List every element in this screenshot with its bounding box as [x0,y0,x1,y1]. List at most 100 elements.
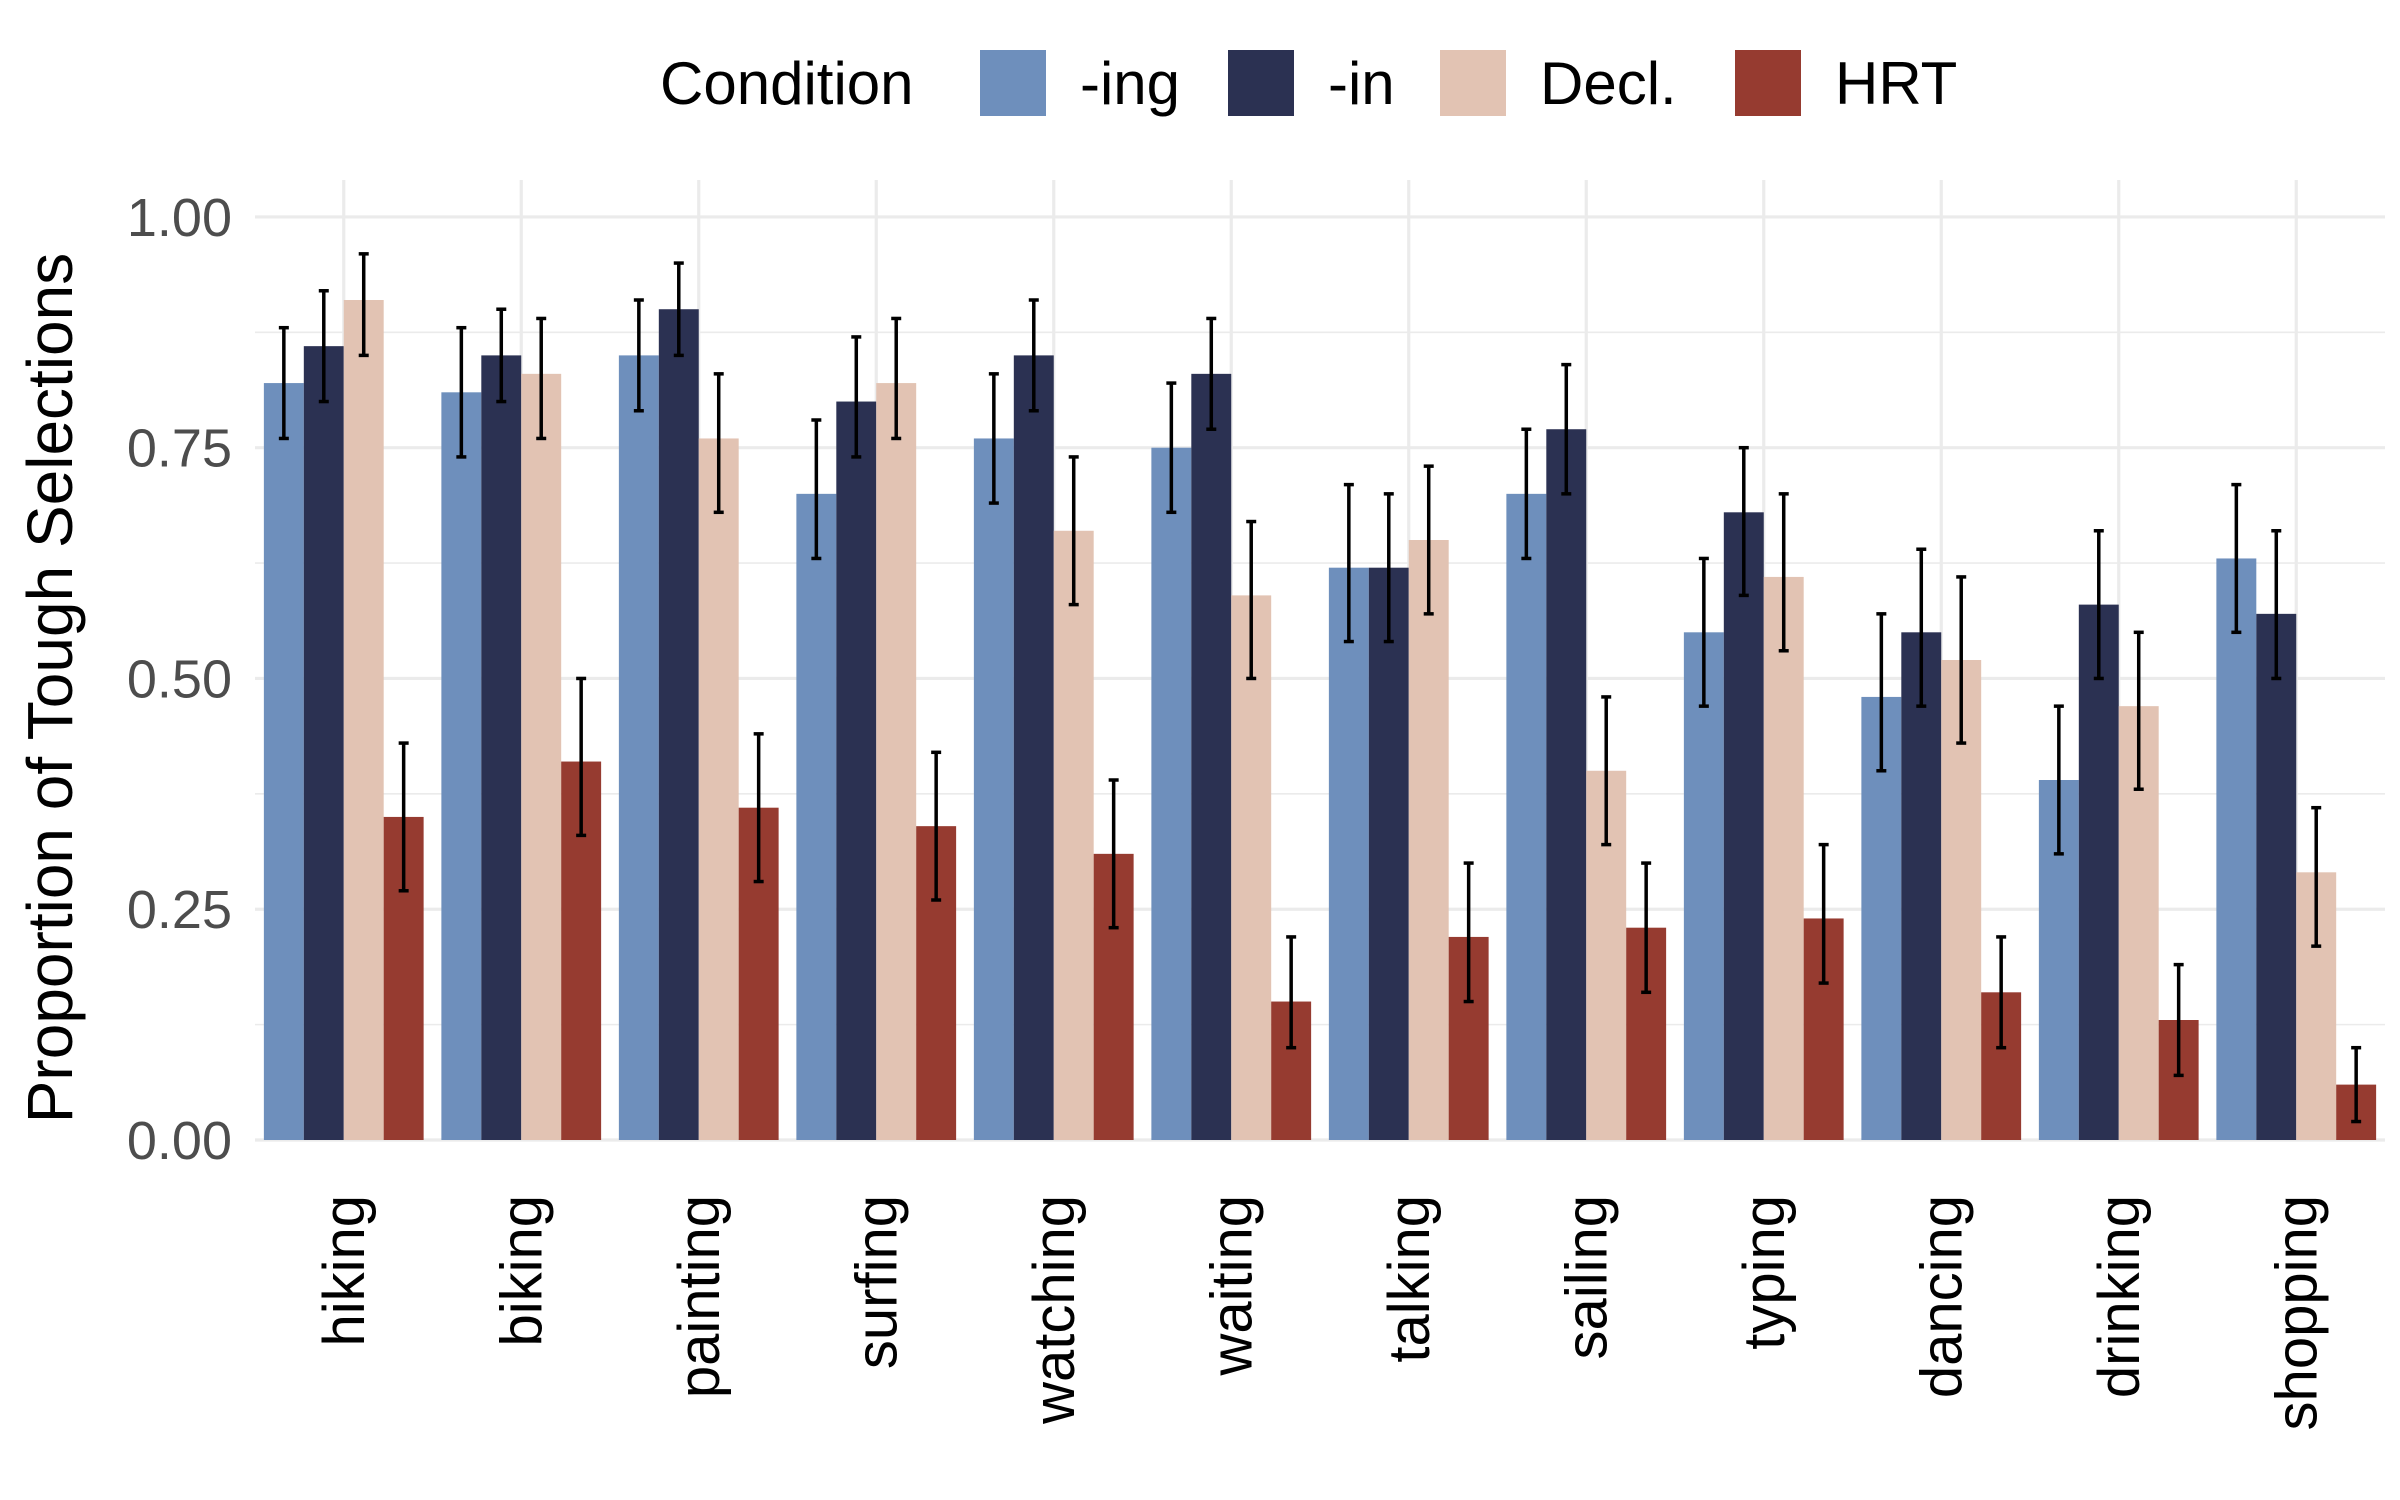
bar-drinking--in [2078,604,2119,1140]
x-tick-label: painting [667,1195,732,1398]
x-tick-label: watching [1022,1195,1087,1425]
y-tick-label: 1.00 [127,188,232,248]
legend-label: Decl. [1540,50,1677,117]
error-bar-waiting--in [1206,316,1217,431]
error-bar-shopping--in [2271,529,2282,681]
error-bar-watching--ing [988,372,999,505]
error-bar-watching-HRT [1108,778,1119,930]
error-bar-biking-Decl. [536,316,547,441]
error-bar-talking--in [1383,492,1394,644]
bar-talking--ing [1328,567,1369,1140]
bar-waiting--ing [1151,447,1192,1140]
error-bar-talking-HRT [1463,861,1474,1004]
bar-painting--ing [618,355,659,1140]
x-tick-label: biking [489,1195,554,1347]
error-bar-surfing-Decl. [891,316,902,441]
legend-swatch [980,50,1046,116]
error-bar-painting--ing [633,298,644,413]
x-tick-label: sailing [1554,1195,1619,1359]
error-bar-surfing--ing [811,418,822,561]
error-bar-drinking--in [2093,529,2104,681]
error-bar-dancing--in [1916,547,1927,708]
bar-biking-Decl. [521,373,562,1140]
bar-biking--ing [441,392,482,1140]
legend-swatch [1735,50,1801,116]
legend-label: -in [1328,50,1395,117]
x-tick-label: drinking [2087,1195,2152,1398]
x-axis-ticks: hiking biking painting surfing watching waiti… [312,1195,2330,1430]
bar-watching--ing [973,438,1014,1140]
error-bar-drinking--ing [2053,704,2064,856]
y-axis-ticks: 0.00 0.25 0.50 0.75 1.00 [127,188,232,1171]
bar-shopping--ing [2216,558,2257,1140]
x-tick-label: hiking [312,1195,377,1347]
legend-item--ing: -ing [980,50,1180,117]
y-tick-label: 0.00 [127,1111,232,1171]
x-tick-label: dancing [1909,1195,1974,1398]
error-bar-drinking-Decl. [2133,630,2144,791]
bar-waiting-Decl. [1231,595,1272,1140]
error-bar-dancing--ing [1876,612,1887,773]
error-bar-shopping-HRT [2351,1045,2362,1124]
error-bars [278,252,2362,1124]
bar-painting-Decl. [698,438,739,1140]
error-bar-watching-Decl. [1068,455,1079,607]
error-bar-dancing-HRT [1996,935,2007,1050]
legend-item-Decl.: Decl. [1440,50,1677,117]
error-bar-shopping-Decl. [2311,805,2322,948]
error-bar-typing-HRT [1818,842,1829,985]
legend-label: -ing [1080,50,1180,117]
legend-item-HRT: HRT [1735,50,1957,117]
x-tick-label: typing [1732,1195,1797,1350]
error-bar-biking--in [496,307,507,404]
error-bar-biking--ing [456,325,467,459]
x-tick-label: waiting [1199,1195,1264,1377]
y-tick-label: 0.75 [127,419,232,479]
error-bar-watching--in [1028,298,1039,413]
error-bar-surfing-HRT [931,750,942,902]
error-bar-talking-Decl. [1423,464,1434,616]
error-bar-hiking-HRT [398,741,409,893]
error-bar-surfing--in [851,335,862,459]
bar-painting--in [658,309,699,1140]
legend-label: HRT [1835,50,1957,117]
bar-typing-Decl. [1763,576,1804,1140]
bar-surfing--in [836,401,877,1140]
bar-surfing--ing [796,493,837,1140]
error-bar-typing--ing [1698,556,1709,708]
bar-sailing--in [1546,429,1587,1140]
error-bar-biking-HRT [576,676,587,838]
bar-hiking--in [303,346,344,1141]
bar-dancing--in [1901,632,1942,1140]
bar-typing--in [1723,512,1764,1140]
error-bar-painting-HRT [753,732,764,884]
bar-surfing-Decl. [876,383,917,1141]
error-bar-typing--in [1738,445,1749,598]
error-bar-waiting--ing [1166,381,1177,515]
error-bar-sailing-Decl. [1601,695,1612,847]
error-bar-drinking-HRT [2173,962,2184,1078]
error-bar-dancing-Decl. [1956,575,1967,745]
bar-hiking--ing [263,383,304,1141]
error-bar-shopping--ing [2231,482,2242,635]
bar-talking-Decl. [1408,540,1449,1140]
legend: Condition -ing -in Decl. HRT [660,50,1957,117]
y-axis-title: Proportion of Tough Selections [14,253,86,1124]
bar-waiting--in [1191,373,1232,1140]
y-tick-label: 0.50 [127,649,232,709]
error-bar-waiting-HRT [1286,935,1297,1050]
y-tick-label: 0.25 [127,880,232,940]
x-tick-label: talking [1377,1195,1442,1363]
error-bar-hiking--in [318,289,329,404]
legend-swatch [1228,50,1294,116]
bar-sailing--ing [1506,493,1547,1140]
bar-typing--ing [1683,632,1724,1140]
error-bar-talking--ing [1343,482,1354,644]
error-bar-sailing--in [1561,362,1572,496]
bar-watching--in [1013,355,1054,1140]
error-bar-typing-Decl. [1778,492,1789,653]
error-bar-sailing-HRT [1641,861,1652,995]
bar-watching-Decl. [1053,530,1094,1140]
x-tick-label: shopping [2264,1195,2329,1430]
